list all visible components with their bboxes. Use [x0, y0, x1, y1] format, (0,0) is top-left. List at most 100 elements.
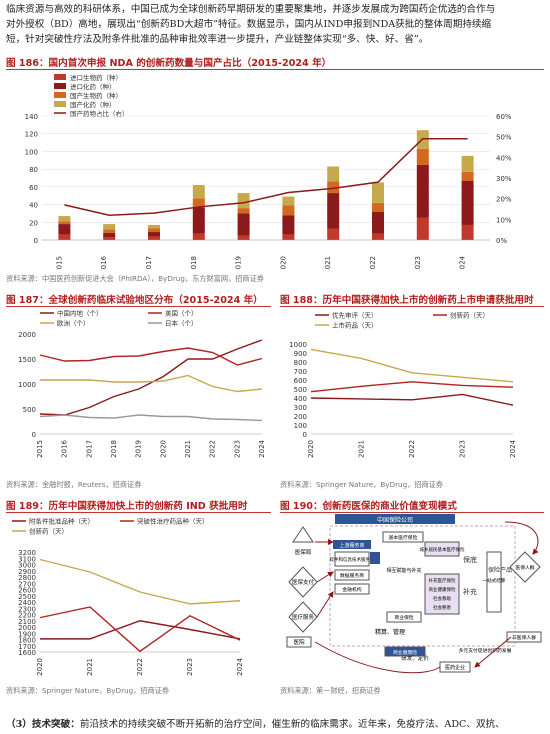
y-tick-label: 400: [294, 395, 307, 403]
y2-tick-label: 10%: [496, 216, 512, 224]
y2-tick-label: 0%: [496, 237, 507, 245]
y-tick-label: 2200: [18, 612, 36, 620]
y2-tick-label: 40%: [496, 154, 512, 162]
legend-label-3: 国产化药（种）: [70, 100, 116, 109]
bar-2024-s3: [461, 155, 474, 172]
y2-tick-label: 30%: [496, 175, 512, 183]
bar-2016-s1: [103, 232, 116, 238]
fig189-title: 图 189：历年中国获得加快上市的创新药 IND 获批用时: [6, 498, 271, 513]
series-line-2: [310, 348, 514, 383]
y-tick-label: 60: [29, 184, 38, 192]
x-tick-label: 2024: [236, 657, 244, 675]
bar-2021-s1: [327, 193, 340, 229]
series-line-3: [39, 414, 263, 422]
series-line-0: [39, 339, 263, 416]
fig188-title: 图 188：历年中国获得加快上市的创新药上市申请获批用时: [280, 292, 544, 307]
y-tick-label: 1500: [18, 356, 36, 364]
x-tick-label: 2015: [36, 440, 44, 458]
x-tick-label: 2022: [136, 658, 144, 676]
mutual-support: 相互赋能与补充: [386, 567, 421, 574]
bar-2017-s3: [148, 224, 160, 229]
bar-2016-s0: [103, 237, 116, 240]
financial-institution: 金融机构: [342, 586, 361, 593]
tech-text: 前沿技术的持续突破不断开拓新的治疗空间，催生新的临床需求。近年来，免疫疗法、AD…: [79, 719, 505, 730]
legend-label-4: 国产药物占比（右）: [70, 109, 129, 118]
x-tick-label: 2017: [85, 440, 93, 458]
legend-label-1: 美国（个）: [165, 309, 198, 318]
legend-swatch-2: [54, 92, 66, 98]
y-tick-label: 20: [29, 219, 38, 227]
bar-2021-s2: [327, 181, 340, 194]
series-line-2: [39, 558, 241, 605]
legend-label-2: 国产生物药（种）: [70, 91, 122, 100]
x-tick-label: 2021: [184, 440, 192, 458]
legend-label-1: 突破性治疗药品种（天）: [137, 517, 209, 526]
legend-label-1: 进口化药（种）: [70, 82, 116, 91]
x-tick-label: 2016: [100, 255, 108, 270]
bar-2024-s0: [461, 224, 474, 240]
software-vendor: 软件和信息技术服务商: [330, 556, 375, 563]
fig188-source: 资料来源：Springer Nature，ByDrug，招商证券: [280, 480, 444, 489]
legend-label-2: 欧洲（个）: [57, 319, 90, 328]
share-line: [64, 137, 468, 216]
y-tick-label: 2900: [18, 568, 36, 576]
y-tick-label: 2600: [18, 587, 36, 595]
bar-2020-s3: [282, 196, 295, 206]
legend-label-2: 上市药品（天）: [332, 321, 378, 330]
y-tick-label: 0: [303, 431, 307, 439]
payer-label: 医保支付: [292, 578, 315, 586]
bar-2017-s1: [148, 232, 160, 237]
series-line-2: [40, 374, 263, 393]
y-tick-label: 120: [25, 131, 38, 139]
platform-label: 上游服务商: [339, 542, 364, 549]
y-tick-label: 600: [294, 377, 307, 385]
x-tick-label: 2023: [233, 440, 241, 458]
y-tick-label: 2000: [18, 331, 36, 339]
y-tick-label: 900: [294, 350, 307, 358]
bar-2018-s1: [192, 207, 205, 234]
bar-2021-s3: [327, 166, 340, 182]
bar-2022-s2: [372, 202, 384, 212]
fig186-chart: 进口生物药（种）进口化药（种）国产生物药（种）国产化药（种）国产药物占比（右） 0…: [25, 73, 512, 270]
intro-line-3: 短，针对突破性疗法及附条件批准的品种审批效率进一步提升，产业链整体实现“多、快、…: [6, 34, 429, 45]
bar-2020-s2: [282, 205, 295, 216]
y-tick-label: 500: [23, 406, 36, 414]
y-tick-label: 300: [294, 404, 307, 412]
data-vendor: 数据服务商: [340, 572, 364, 579]
x-tick-label: 2021: [358, 440, 366, 458]
bar-2019-s0: [237, 235, 250, 240]
commercial-health: 商业健康保险: [429, 586, 456, 593]
rd-pricing-label: 研发、定价: [401, 654, 429, 662]
x-tick-label: 2017: [145, 256, 153, 270]
series-line-1: [39, 347, 263, 366]
bar-2024-s1: [461, 180, 474, 225]
y-tick-label: 2400: [18, 599, 36, 607]
y-tick-label: 2100: [18, 618, 36, 626]
bar-2023-s2: [416, 148, 429, 165]
x-tick-label: 2023: [459, 440, 467, 458]
fig187-chart: 中国内地（个） 美国（个） 欧洲（个） 日本（个） 0 500 1000 1500 2000 20…: [18, 309, 266, 458]
y2-tick-label: 50%: [496, 134, 512, 142]
x-tick-label: 2021: [86, 658, 94, 676]
series-line-1: [39, 606, 241, 653]
y-tick-label: 0: [34, 237, 38, 245]
bar-2022-s0: [372, 233, 384, 240]
x-tick-label: 2018: [190, 256, 198, 270]
bar-2016-s2: [103, 229, 116, 233]
fig189-source: 资料来源：Springer Nature，ByDrug，招商证券: [6, 686, 170, 695]
y-tick-label: 2500: [18, 593, 36, 601]
bar-2022-s1: [372, 211, 384, 234]
intro-line-1: 临床资源与高效的科研体系，中国已成为全球创新药早期研发的重要聚集地，并逐步发展成…: [6, 4, 496, 15]
series-line-0: [310, 393, 514, 406]
x-tick-label: 2018: [110, 440, 118, 458]
y-tick-label: 0: [32, 431, 36, 439]
legend-label-3: 日本（个）: [165, 319, 198, 328]
bar-2023-s0: [416, 217, 429, 240]
patient-label: 医院: [293, 638, 305, 646]
y-tick-label: 3200: [18, 549, 36, 557]
insurer-products: 保险产品: [488, 566, 512, 574]
y-tick-label: 1000: [289, 341, 307, 349]
y-tick-label: 1800: [18, 637, 36, 645]
fig186-title: 图 186：国内首次申报 NDA 的创新药数量与国产占比（2015-2024 年…: [6, 55, 544, 70]
bar-2015-s0: [58, 234, 71, 240]
